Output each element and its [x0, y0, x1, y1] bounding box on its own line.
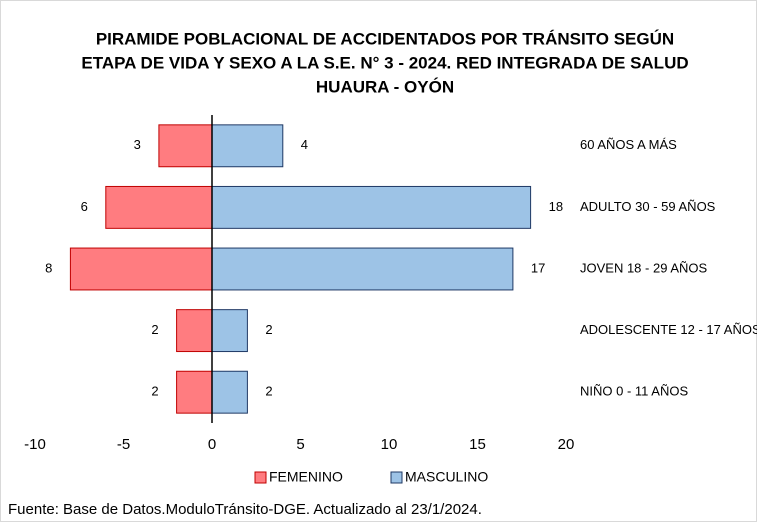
x-tick-label: 10: [381, 436, 398, 453]
legend-swatch: [390, 471, 403, 484]
x-tick-label: 0: [208, 436, 216, 453]
data-label: 17: [531, 260, 545, 275]
x-tick-label: 5: [296, 436, 304, 453]
x-tick-label: 15: [469, 436, 486, 453]
data-label: 2: [151, 384, 158, 399]
bar: [211, 247, 514, 291]
data-label: 6: [81, 199, 88, 214]
data-label: 4: [301, 137, 308, 152]
chart-title: PIRAMIDE POBLACIONAL DE ACCIDENTADOS POR…: [96, 29, 674, 48]
data-label: 2: [265, 322, 272, 337]
data-label: 8: [45, 260, 52, 275]
legend-label: MASCULINO: [405, 469, 488, 485]
data-label: 18: [549, 199, 563, 214]
x-tick-label: -5: [117, 436, 130, 453]
source-note: Fuente: Base de Datos.ModuloTránsito-DGE…: [8, 501, 482, 518]
bar: [158, 124, 213, 168]
bar: [105, 185, 213, 229]
data-label: 3: [134, 137, 141, 152]
chart-title: HUAURA - OYÓN: [316, 77, 454, 96]
x-tick-label: 20: [558, 436, 575, 453]
data-label: 2: [151, 322, 158, 337]
bar: [211, 124, 284, 168]
bar: [211, 370, 248, 414]
chart-title: ETAPA DE VIDA Y SEXO A LA S.E. N° 3 - 20…: [81, 53, 688, 72]
category-label: NIÑO 0 - 11 AÑOS: [580, 384, 688, 399]
bar: [69, 247, 213, 291]
category-label: 60 AÑOS A MÁS: [580, 137, 677, 152]
category-label: JOVEN 18 - 29 AÑOS: [580, 260, 707, 275]
bar: [211, 185, 532, 229]
bar: [211, 309, 248, 353]
legend-swatch: [254, 471, 267, 484]
x-tick-label: -10: [24, 436, 46, 453]
bar: [176, 370, 213, 414]
legend-label: FEMENINO: [269, 469, 343, 485]
bar: [176, 309, 213, 353]
data-label: 2: [265, 384, 272, 399]
category-label: ADULTO 30 - 59 AÑOS: [580, 199, 716, 214]
category-label: ADOLESCENTE 12 - 17 AÑOS: [580, 322, 757, 337]
